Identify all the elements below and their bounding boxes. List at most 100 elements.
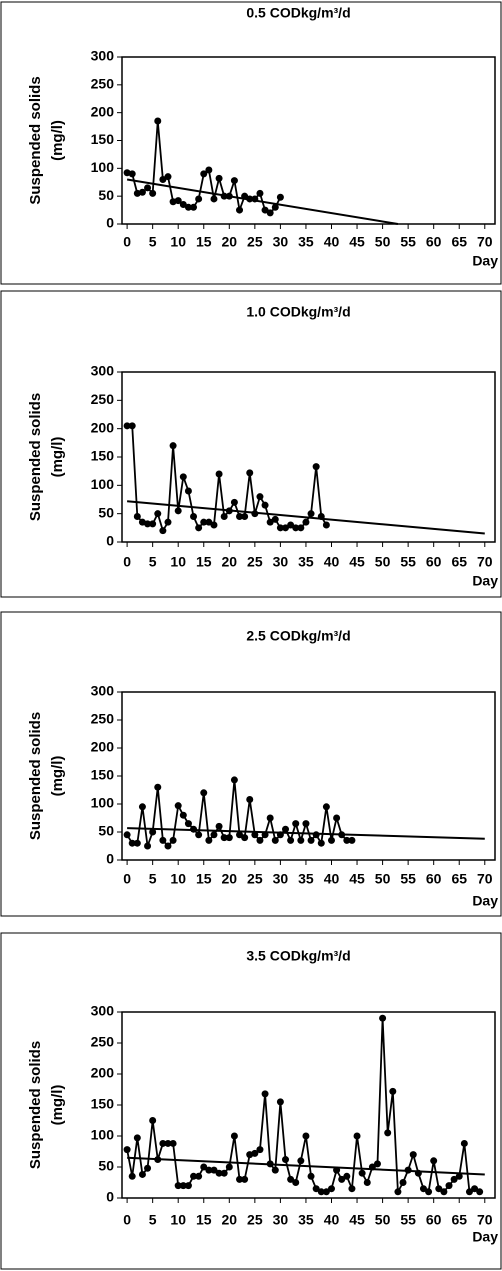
y-tick-label: 200 (91, 419, 115, 435)
data-point (200, 518, 208, 526)
data-point (307, 836, 315, 844)
data-point (174, 1182, 182, 1190)
data-point (220, 834, 228, 842)
data-point (266, 814, 274, 822)
data-point (159, 175, 167, 183)
x-axis-label: Day (472, 1229, 498, 1245)
data-point (164, 1139, 172, 1147)
x-tick-label: 40 (324, 234, 340, 250)
data-point (302, 820, 310, 828)
data-point (174, 507, 182, 515)
x-tick-label: 65 (451, 871, 467, 887)
data-point (322, 521, 330, 529)
y-tick-label: 300 (91, 48, 115, 64)
data-point (394, 1188, 402, 1196)
y-tick-label: 50 (98, 1158, 114, 1174)
data-point (123, 1146, 131, 1154)
data-point (302, 518, 310, 526)
data-point (174, 197, 182, 205)
data-point (236, 1175, 244, 1183)
data-point (287, 521, 295, 529)
data-point (138, 803, 146, 811)
data-point (251, 1149, 259, 1157)
x-tick-label: 0 (123, 554, 131, 570)
data-point (205, 836, 213, 844)
data-point (287, 1175, 295, 1183)
chart-title: 2.5 CODkg/m³/d (246, 628, 350, 644)
data-point (184, 203, 192, 211)
x-tick-label: 15 (196, 234, 212, 250)
x-tick-label: 50 (375, 554, 391, 570)
data-point (236, 206, 244, 214)
y-tick-label: 150 (91, 1096, 115, 1112)
data-point (292, 1179, 300, 1186)
data-point (276, 1098, 284, 1106)
x-tick-label: 70 (477, 554, 493, 570)
data-point (154, 117, 162, 125)
data-point (430, 1157, 438, 1165)
x-tick-label: 5 (149, 234, 157, 250)
x-tick-label: 20 (222, 234, 238, 250)
data-point (230, 1132, 238, 1140)
data-point (159, 1139, 167, 1147)
data-point (348, 836, 356, 844)
x-tick-label: 55 (400, 871, 416, 887)
y-axis-label: (mg/l) (49, 120, 66, 161)
x-tick-label: 50 (375, 1212, 391, 1228)
y-tick-label: 50 (98, 504, 114, 520)
x-tick-label: 45 (349, 1212, 365, 1228)
x-tick-label: 5 (149, 1212, 157, 1228)
x-tick-label: 15 (196, 1212, 212, 1228)
y-tick-label: 0 (106, 533, 114, 549)
data-point (287, 836, 295, 844)
data-point (425, 1188, 433, 1196)
data-point (343, 1172, 351, 1180)
data-point (154, 783, 162, 791)
data-point (190, 513, 198, 520)
panel-border (0, 290, 502, 598)
y-tick-label: 150 (91, 448, 115, 464)
y-axis-label: Suspended solids (27, 76, 44, 204)
x-axis-label: Day (472, 573, 498, 589)
data-point (200, 1163, 208, 1171)
x-tick-label: 25 (247, 234, 263, 250)
x-tick-label: 40 (324, 871, 340, 887)
data-point (133, 839, 141, 847)
data-point (205, 518, 213, 526)
data-point (210, 831, 218, 839)
panel-border (0, 932, 502, 1270)
data-point (271, 203, 279, 211)
data-point (164, 518, 172, 526)
data-point (159, 527, 167, 535)
data-point (128, 170, 136, 178)
data-point (317, 1188, 325, 1196)
data-point (215, 174, 223, 182)
data-point (179, 201, 187, 209)
trend-line (127, 500, 485, 535)
data-point (138, 188, 146, 196)
data-point (195, 195, 203, 203)
data-point (195, 831, 203, 839)
x-tick-label: 55 (400, 234, 416, 250)
chart-title: 3.5 CODkg/m³/d (246, 948, 350, 964)
data-point (128, 422, 136, 430)
data-point (200, 789, 208, 797)
data-point (302, 1132, 310, 1140)
data-point (384, 1129, 392, 1137)
data-point (169, 1139, 177, 1147)
data-point (144, 184, 152, 192)
data-point (261, 206, 269, 214)
x-tick-label: 20 (222, 554, 238, 570)
data-point (128, 839, 136, 847)
data-point (282, 524, 290, 532)
y-tick-label: 50 (98, 823, 114, 839)
y-tick-label: 300 (91, 683, 115, 699)
data-point (271, 836, 279, 844)
x-tick-label: 40 (324, 554, 340, 570)
y-axis-label: (mg/l) (49, 437, 66, 478)
data-point (419, 1185, 427, 1193)
data-point (256, 836, 264, 844)
data-point (144, 520, 152, 528)
data-point (276, 193, 284, 201)
data-point (322, 1188, 330, 1196)
